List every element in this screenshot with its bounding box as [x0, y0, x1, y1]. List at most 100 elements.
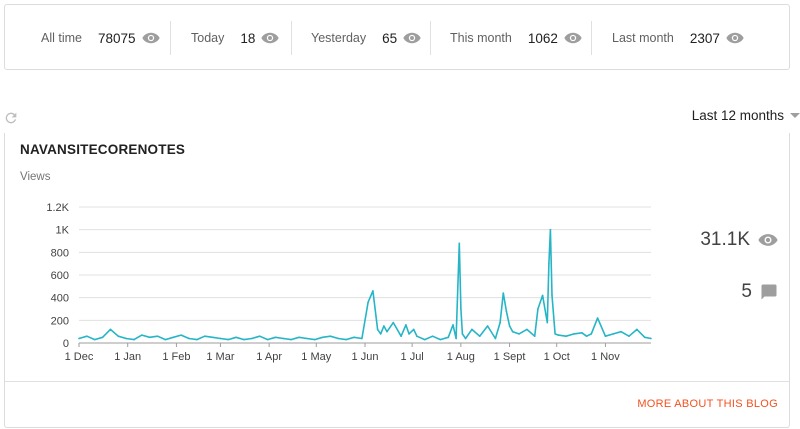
- stats-summary-bar: All time 78075 Today 18 Yesterday 65 Thi…: [4, 4, 790, 70]
- eye-icon: [403, 32, 421, 44]
- data-point: [533, 335, 536, 337]
- data-point: [117, 335, 120, 337]
- data-point: [505, 310, 508, 313]
- data-point: [557, 334, 560, 336]
- data-point: [511, 330, 514, 333]
- data-point: [372, 290, 374, 292]
- data-point: [386, 330, 388, 333]
- data-point: [541, 294, 544, 297]
- data-point: [266, 338, 269, 341]
- stat-yesterday: Yesterday 65: [311, 5, 421, 71]
- data-point: [203, 335, 206, 337]
- data-point: [78, 337, 80, 340]
- data-point: [353, 336, 355, 339]
- total-views: 31.1K: [700, 229, 778, 251]
- data-point: [431, 335, 434, 337]
- data-point: [650, 337, 652, 340]
- data-point: [518, 333, 520, 335]
- stat-label: Last month: [612, 31, 674, 45]
- data-point: [274, 336, 277, 339]
- data-point: [620, 330, 622, 333]
- data-point: [164, 338, 167, 341]
- data-point: [554, 333, 556, 335]
- data-point: [306, 337, 308, 340]
- y-tick-label: 600: [51, 270, 69, 282]
- divider: [430, 21, 431, 55]
- card-footer: [5, 381, 789, 428]
- data-point: [188, 337, 190, 340]
- data-point: [133, 338, 135, 341]
- data-point: [628, 335, 630, 337]
- y-tick-label: 1.2K: [46, 202, 69, 214]
- data-point: [478, 335, 481, 337]
- x-tick-label: 1 Apr: [256, 351, 282, 363]
- blog-stats-card: NAVANSITECORENOTES Views 0 200 400 600 800 1K…: [4, 133, 790, 428]
- data-point: [219, 337, 222, 340]
- x-tick-label: 1 Feb: [162, 351, 190, 363]
- data-point: [379, 333, 382, 335]
- x-tick-label: 1 Sept: [494, 351, 526, 363]
- stat-today: Today 18: [191, 5, 280, 71]
- chevron-down-icon: [790, 113, 800, 118]
- data-point: [101, 336, 104, 339]
- divider: [591, 21, 592, 55]
- x-tick-label: 1 Dec: [65, 351, 94, 363]
- data-point: [458, 242, 461, 245]
- data-point: [537, 308, 539, 310]
- x-tick-label: 1 May: [301, 351, 331, 363]
- data-point: [499, 321, 501, 324]
- refresh-icon[interactable]: [3, 110, 19, 126]
- x-tick-label: 1 Aug: [447, 351, 475, 363]
- data-point: [376, 328, 379, 331]
- data-point: [148, 336, 151, 339]
- eye-icon: [564, 32, 582, 44]
- data-point: [345, 338, 347, 341]
- data-point: [412, 328, 415, 331]
- data-point: [439, 338, 442, 341]
- data-point: [313, 338, 316, 341]
- data-point: [361, 337, 363, 340]
- data-point: [383, 325, 385, 327]
- more-about-blog-link[interactable]: MORE ABOUT THIS BLOG: [637, 398, 778, 410]
- data-point: [408, 333, 410, 335]
- data-point: [565, 335, 567, 337]
- data-point: [243, 338, 245, 341]
- x-tick-label: 1 Nov: [591, 351, 620, 363]
- data-point: [367, 301, 369, 303]
- data-point: [282, 337, 285, 340]
- stat-label: Yesterday: [311, 31, 367, 45]
- data-point: [526, 328, 528, 331]
- data-point: [549, 228, 552, 231]
- total-comments: 5: [741, 281, 778, 303]
- stat-value: 2307: [689, 30, 720, 46]
- data-point: [590, 333, 593, 335]
- y-tick-label: 800: [51, 247, 69, 259]
- date-range-dropdown[interactable]: Last 12 months: [692, 108, 800, 123]
- data-point: [298, 336, 300, 339]
- blog-title[interactable]: NAVANSITECORENOTES: [20, 142, 186, 157]
- data-point: [172, 336, 175, 339]
- data-point: [416, 335, 418, 337]
- data-point: [227, 338, 230, 341]
- data-point: [471, 328, 473, 331]
- data-point: [643, 336, 646, 339]
- eye-icon: [726, 32, 744, 44]
- series-line-views: [78, 228, 652, 341]
- data-point: [551, 294, 553, 297]
- x-tick-label: 1 Oct: [544, 351, 570, 363]
- data-point: [109, 328, 112, 331]
- divider: [291, 21, 292, 55]
- data-point: [604, 335, 607, 337]
- data-point: [546, 321, 549, 324]
- data-point: [337, 337, 340, 340]
- x-tick-label: 1 Jun: [352, 351, 379, 363]
- data-point: [464, 337, 467, 340]
- stat-this-month: This month 1062: [450, 5, 582, 71]
- data-point: [502, 292, 505, 294]
- data-point: [392, 321, 395, 324]
- data-point: [636, 328, 638, 331]
- data-point: [235, 336, 237, 339]
- data-point: [196, 338, 198, 341]
- y-tick-label: 1K: [56, 225, 70, 237]
- eye-icon: [141, 32, 160, 44]
